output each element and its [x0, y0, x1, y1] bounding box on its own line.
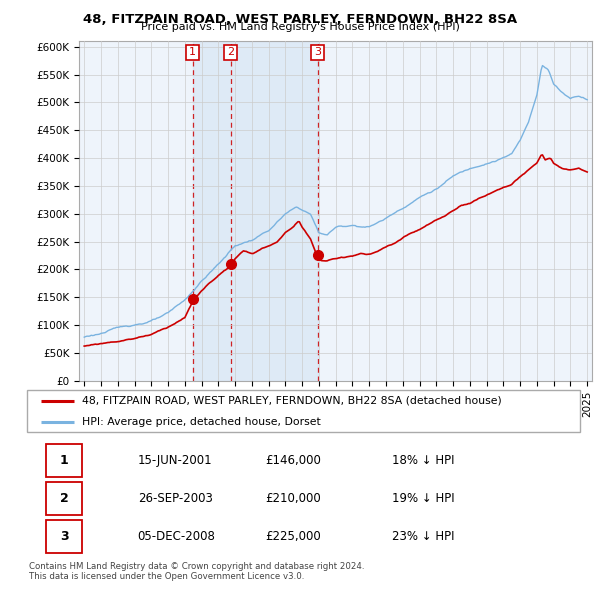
- Text: 05-DEC-2008: 05-DEC-2008: [137, 530, 215, 543]
- Text: 2: 2: [227, 47, 235, 57]
- FancyBboxPatch shape: [46, 482, 82, 515]
- Text: 3: 3: [60, 530, 68, 543]
- FancyBboxPatch shape: [46, 520, 82, 553]
- FancyBboxPatch shape: [46, 444, 82, 477]
- Text: Price paid vs. HM Land Registry's House Price Index (HPI): Price paid vs. HM Land Registry's House …: [140, 22, 460, 32]
- Text: £146,000: £146,000: [265, 454, 321, 467]
- Text: This data is licensed under the Open Government Licence v3.0.: This data is licensed under the Open Gov…: [29, 572, 304, 581]
- Text: £225,000: £225,000: [265, 530, 320, 543]
- Text: £210,000: £210,000: [265, 492, 320, 505]
- Text: 18% ↓ HPI: 18% ↓ HPI: [392, 454, 455, 467]
- Text: 26-SEP-2003: 26-SEP-2003: [137, 492, 212, 505]
- Text: 19% ↓ HPI: 19% ↓ HPI: [392, 492, 455, 505]
- Text: HPI: Average price, detached house, Dorset: HPI: Average price, detached house, Dors…: [82, 417, 321, 427]
- Bar: [193, 41, 317, 381]
- Text: 48, FITZPAIN ROAD, WEST PARLEY, FERNDOWN, BH22 8SA (detached house): 48, FITZPAIN ROAD, WEST PARLEY, FERNDOWN…: [82, 396, 502, 405]
- FancyBboxPatch shape: [27, 390, 580, 432]
- Text: 1: 1: [60, 454, 69, 467]
- Text: 48, FITZPAIN ROAD, WEST PARLEY, FERNDOWN, BH22 8SA: 48, FITZPAIN ROAD, WEST PARLEY, FERNDOWN…: [83, 13, 517, 26]
- Text: 23% ↓ HPI: 23% ↓ HPI: [392, 530, 455, 543]
- Text: Contains HM Land Registry data © Crown copyright and database right 2024.: Contains HM Land Registry data © Crown c…: [29, 562, 364, 571]
- Text: 3: 3: [314, 47, 321, 57]
- Text: 15-JUN-2001: 15-JUN-2001: [137, 454, 212, 467]
- Text: 1: 1: [189, 47, 196, 57]
- Text: 2: 2: [60, 492, 69, 505]
